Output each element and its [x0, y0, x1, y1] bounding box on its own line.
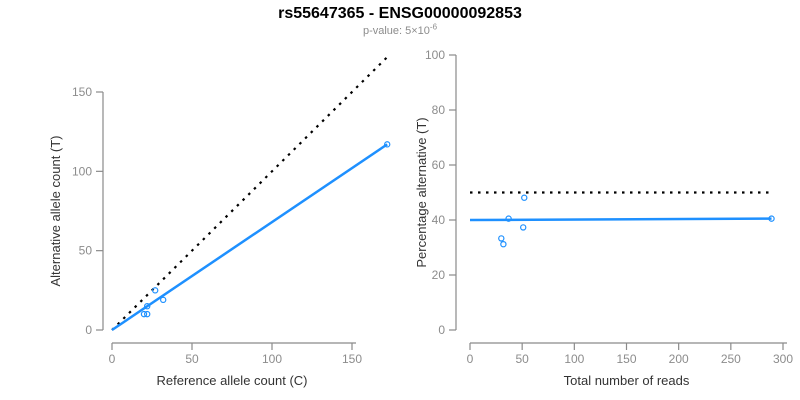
observed-pct-line [469, 217, 772, 222]
y-tick-label: 20 [432, 268, 446, 282]
data-point [143, 303, 151, 310]
allele-count-chart: 0 50 100 150 0 50 100 150 Reference allele count… [48, 56, 391, 388]
data-point [384, 141, 391, 148]
figure-subtitle: p-value: 5×10-6 [0, 22, 800, 37]
data-point [151, 287, 159, 294]
percentage-chart: 0 20 40 60 80 100 0 50 100 150 200 250 300 Total numb… [414, 48, 793, 388]
y-tick-label: 0 [85, 323, 92, 337]
y-axis-title: Percentage alternative (T) [414, 117, 429, 267]
y-axis-title: Alternative allele count (T) [48, 135, 63, 286]
x-tick-label: 50 [515, 352, 529, 366]
y-tick-label: 0 [438, 323, 445, 337]
y-tick-label: 80 [432, 103, 446, 117]
x-tick-label: 200 [669, 352, 689, 366]
figure-title: rs55647365 - ENSG00000092853 [278, 5, 522, 22]
p-value-exponent: -6 [429, 22, 438, 32]
x-tick-label: 100 [564, 352, 584, 366]
x-tick-label: 150 [616, 352, 636, 366]
data-point [521, 194, 528, 201]
y-tick-label: 60 [432, 158, 446, 172]
data-point [520, 224, 527, 231]
data-point [159, 296, 167, 304]
x-tick-label: 250 [721, 352, 741, 366]
data-point [143, 310, 151, 318]
x-axis-title: Total number of reads [564, 373, 690, 388]
data-point [768, 215, 775, 222]
y-tick-label: 100 [72, 164, 92, 178]
x-tick-label: 100 [262, 352, 282, 366]
x-tick-label: 50 [185, 352, 199, 366]
y-tick-label: 150 [72, 85, 92, 99]
x-tick-label: 0 [467, 352, 474, 366]
data-point [140, 310, 148, 318]
p-value-text: p-value: 5×10 [362, 25, 430, 37]
x-tick-label: 0 [109, 352, 116, 366]
x-tick-label: 150 [342, 352, 362, 366]
x-tick-label: 300 [773, 352, 793, 366]
x-axis-title: Reference allele count (C) [156, 373, 307, 388]
data-point [498, 235, 505, 242]
data-point [500, 240, 507, 248]
y-tick-label: 40 [432, 213, 446, 227]
y-tick-label: 100 [425, 48, 445, 62]
fit-line [111, 143, 388, 332]
identity-line [111, 56, 388, 331]
data-point [505, 215, 512, 222]
y-tick-label: 50 [79, 244, 93, 258]
